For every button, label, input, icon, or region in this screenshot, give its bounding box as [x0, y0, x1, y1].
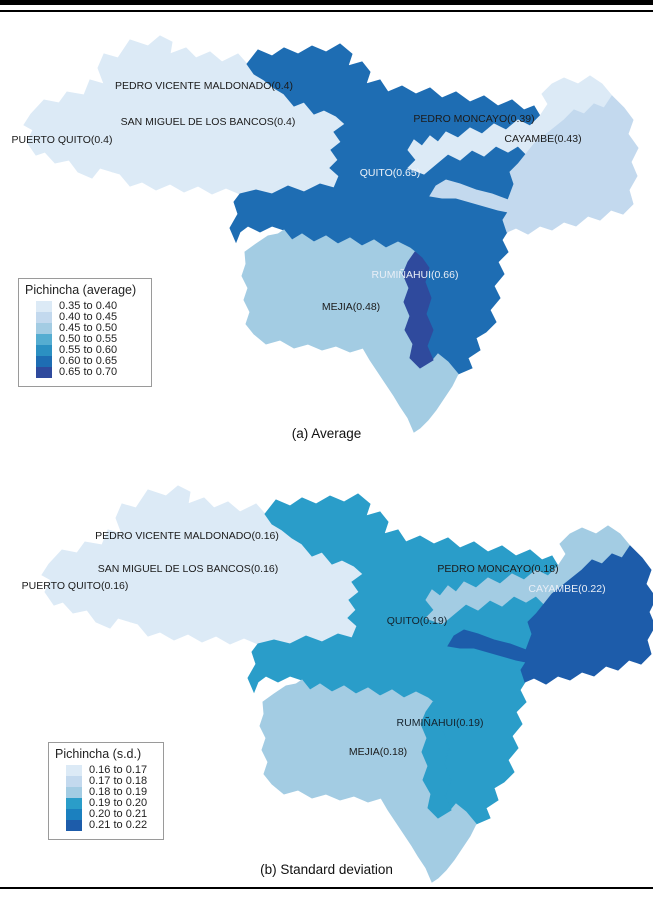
legend-swatch: [66, 809, 82, 820]
legend-row: 0.65 to 0.70: [36, 367, 145, 378]
region-label: QUITO(0.65): [359, 166, 421, 179]
legend-entry-label: 0.40 to 0.45: [59, 311, 118, 323]
legend-row: 0.21 to 0.22: [66, 820, 157, 831]
map-average: PUERTO QUITO(0.4) PEDRO VICENTE MALDONADO…: [0, 14, 653, 450]
legend-swatch: [36, 312, 52, 323]
region-label: MEJIA(0.18): [348, 745, 408, 758]
region-ruminahui: [420, 701, 452, 819]
legend-entry-label: 0.60 to 0.65: [59, 355, 118, 367]
choropleth-map: [41, 485, 653, 883]
legend-swatch: [66, 820, 82, 831]
legend-entry-label: 0.17 to 0.18: [89, 775, 148, 787]
legend-row: 0.40 to 0.45: [36, 312, 145, 323]
region-label: PEDRO MONCAYO(0.18): [437, 562, 559, 575]
legend-swatch: [36, 345, 52, 356]
legend-entry-label: 0.16 to 0.17: [89, 764, 148, 776]
region-label: RUMIÑAHUI(0.66): [371, 268, 459, 281]
region-label: CAYAMBE(0.22): [528, 582, 606, 595]
region-label: MEJIA(0.48): [321, 300, 381, 313]
region-cayambe: [429, 95, 639, 235]
region-cayambe: [447, 545, 653, 685]
region-label: CAYAMBE(0.43): [504, 132, 582, 145]
region-label: PEDRO VICENTE MALDONADO(0.4): [115, 79, 293, 92]
bottom-rule: [0, 887, 653, 889]
region-label: PEDRO MONCAYO(0.39): [413, 112, 535, 125]
top-rule-thin: [0, 10, 653, 12]
region-label: PEDRO VICENTE MALDONADO(0.16): [95, 529, 279, 542]
choropleth-map: [23, 35, 639, 433]
legend-entry-label: 0.45 to 0.50: [59, 322, 118, 334]
caption-average: (a) Average: [291, 426, 362, 441]
legend-row: 0.55 to 0.60: [36, 345, 145, 356]
legend-entry-label: 0.35 to 0.40: [59, 300, 118, 312]
legend-row: 0.20 to 0.21: [66, 809, 157, 820]
legend-swatch: [36, 334, 52, 345]
legend-row: 0.19 to 0.20: [66, 798, 157, 809]
legend-row: 0.35 to 0.40: [36, 301, 145, 312]
caption-standard-deviation: (b) Standard deviation: [260, 862, 393, 877]
legend-title: Pichincha (s.d.): [55, 747, 142, 761]
legend-row: 0.18 to 0.19: [66, 787, 157, 798]
panel-standard-deviation: PUERTO QUITO(0.16) PEDRO VICENTE MALDONAD…: [0, 452, 653, 888]
legend-rows: 0.35 to 0.40 0.40 to 0.45 0.45 to 0.50 0.50…: [25, 301, 145, 378]
legend-swatch: [66, 765, 82, 776]
legend-entry-label: 0.21 to 0.22: [89, 819, 148, 831]
region-label: PUERTO QUITO(0.4): [11, 133, 113, 146]
legend-row: 0.45 to 0.50: [36, 323, 145, 334]
legend-entry-label: 0.50 to 0.55: [59, 333, 118, 345]
legend-swatch: [36, 356, 52, 367]
region-mejia: [241, 229, 459, 433]
legend-swatch: [66, 787, 82, 798]
region-label: SAN MIGUEL DE LOS BANCOS(0.16): [97, 562, 279, 575]
legend-entry-label: 0.65 to 0.70: [59, 366, 118, 378]
top-rule-thick: [0, 0, 653, 5]
legend-entry-label: 0.20 to 0.21: [89, 808, 148, 820]
legend-entry-label: 0.18 to 0.19: [89, 786, 148, 798]
legend-row: 0.60 to 0.65: [36, 356, 145, 367]
legend-rows: 0.16 to 0.17 0.17 to 0.18 0.18 to 0.19 0.19…: [55, 765, 157, 831]
legend-swatch: [36, 367, 52, 378]
region-label: QUITO(0.19): [386, 614, 448, 627]
legend-entry-label: 0.55 to 0.60: [59, 344, 118, 356]
legend-swatch: [36, 323, 52, 334]
legend-row: 0.50 to 0.55: [36, 334, 145, 345]
region-label: PUERTO QUITO(0.16): [21, 579, 129, 592]
region-label: SAN MIGUEL DE LOS BANCOS(0.4): [120, 115, 296, 128]
legend-entry-label: 0.19 to 0.20: [89, 797, 148, 809]
legend-row: 0.16 to 0.17: [66, 765, 157, 776]
legend-swatch: [66, 798, 82, 809]
region-label: RUMIÑAHUI(0.19): [396, 716, 484, 729]
legend-standard-deviation: Pichincha (s.d.) 0.16 to 0.17 0.17 to 0.1…: [48, 742, 164, 840]
region-ruminahui: [402, 251, 434, 369]
legend-swatch: [66, 776, 82, 787]
region-mejia: [259, 679, 477, 883]
legend-title: Pichincha (average): [25, 283, 137, 297]
panel-average: PUERTO QUITO(0.4) PEDRO VICENTE MALDONADO…: [0, 14, 653, 452]
legend-average: Pichincha (average) 0.35 to 0.40 0.40 to …: [18, 278, 152, 387]
map-standard-deviation: PUERTO QUITO(0.16) PEDRO VICENTE MALDONAD…: [0, 452, 653, 888]
legend-row: 0.17 to 0.18: [66, 776, 157, 787]
legend-swatch: [36, 301, 52, 312]
